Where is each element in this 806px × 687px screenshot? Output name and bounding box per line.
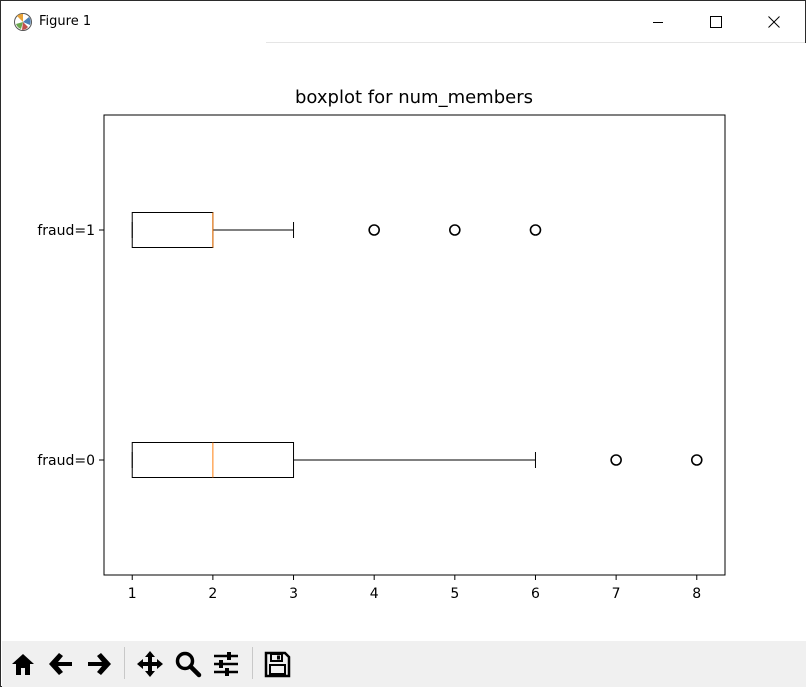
x-tick-label: 5 [450, 586, 459, 602]
box-fraud-1-flier [368, 224, 380, 236]
chart-marks: fraud=0 fraud=1 1 2 3 4 5 6 7 8 [37, 212, 703, 602]
pan-icon [137, 651, 163, 677]
forward-button[interactable] [82, 645, 116, 683]
boxplot-chart: boxplot for num_members fraud=0 fraud=1 1 2… [37, 87, 726, 602]
x-tick-label: 1 [128, 586, 137, 602]
zoom-icon [175, 651, 202, 678]
window-title: Figure 1 [39, 14, 92, 29]
box-fraud-0-flier [610, 454, 622, 466]
matplotlib-icon [14, 13, 32, 31]
minimize-icon [653, 22, 663, 23]
pan-button[interactable] [133, 645, 167, 683]
toolbar-separator [124, 647, 125, 679]
x-tick-label: 8 [692, 586, 701, 602]
configure-subplots-button[interactable] [209, 645, 243, 683]
x-tick-label: 3 [289, 586, 298, 602]
toolbar-separator [252, 647, 253, 679]
title-bar: Figure 1 [1, 1, 805, 43]
save-icon [264, 651, 291, 678]
x-tick-label: 4 [370, 586, 379, 602]
x-tick-label: 2 [208, 586, 217, 602]
zoom-button[interactable] [171, 645, 205, 683]
forward-icon [88, 653, 111, 675]
back-button[interactable] [44, 645, 78, 683]
plot-area [103, 114, 726, 576]
close-button[interactable] [745, 1, 803, 43]
box-fraud-1-flier [449, 224, 461, 236]
navigation-toolbar [2, 641, 806, 687]
close-icon [768, 16, 780, 28]
chart-title: boxplot for num_members [295, 87, 533, 108]
configure-subplots-icon [214, 652, 238, 676]
x-tick-label: 7 [612, 586, 621, 602]
home-icon [12, 654, 34, 675]
x-tick-label: 6 [531, 586, 540, 602]
home-button[interactable] [6, 645, 40, 683]
titlebar-divider [266, 42, 805, 43]
box-fraud-1-flier [529, 224, 542, 236]
box-fraud-0-flier [690, 454, 703, 466]
y-tick-label: fraud=0 [37, 453, 95, 469]
maximize-icon [710, 16, 722, 28]
figure-canvas[interactable]: boxplot for num_members fraud=0 fraud=1 1 2… [2, 43, 806, 641]
save-button[interactable] [260, 645, 294, 683]
maximize-button[interactable] [687, 1, 745, 43]
minimize-button[interactable] [629, 1, 687, 43]
back-icon [49, 653, 72, 675]
y-tick-label: fraud=1 [37, 223, 95, 239]
